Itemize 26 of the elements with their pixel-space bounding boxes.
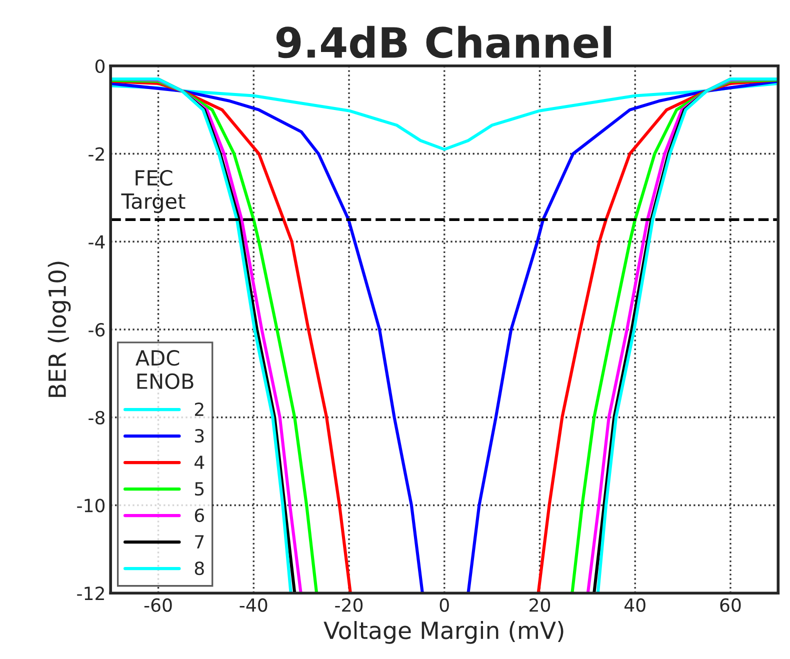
- y-tick-label: -4: [88, 235, 105, 248]
- legend-label: 3: [195, 428, 204, 443]
- x-axis-title: Voltage Margin (mV): [324, 620, 564, 644]
- legend-label: 7: [195, 535, 204, 548]
- x-tick-label: -20: [335, 598, 363, 612]
- x-tick-label: -40: [240, 598, 268, 612]
- y-tick-label: -12: [77, 586, 104, 600]
- y-tick-label: 0: [95, 59, 105, 74]
- x-tick-label: 60: [720, 598, 741, 612]
- legend-label: 8: [194, 562, 204, 576]
- y-tick-label: -10: [77, 498, 105, 512]
- x-tick-label: 20: [530, 598, 550, 612]
- y-tick-label: -8: [88, 410, 105, 424]
- chart-title: 9.4dB Channel: [276, 26, 611, 58]
- x-tick-label: 0: [440, 598, 449, 612]
- x-tick-label: -60: [144, 598, 172, 612]
- legend-title: ADC ENOB: [136, 350, 194, 390]
- legend-label: 2: [194, 402, 204, 416]
- ref-line-label: FEC Target: [121, 170, 186, 214]
- y-tick-label: -2: [88, 147, 104, 161]
- x-tick-label: 40: [624, 598, 646, 612]
- y-tick-label: -6: [88, 322, 105, 337]
- y-axis-title: BER (log10): [48, 262, 71, 397]
- legend-label: 6: [194, 508, 204, 522]
- legend-label: 5: [195, 482, 204, 496]
- legend-label: 4: [194, 456, 204, 469]
